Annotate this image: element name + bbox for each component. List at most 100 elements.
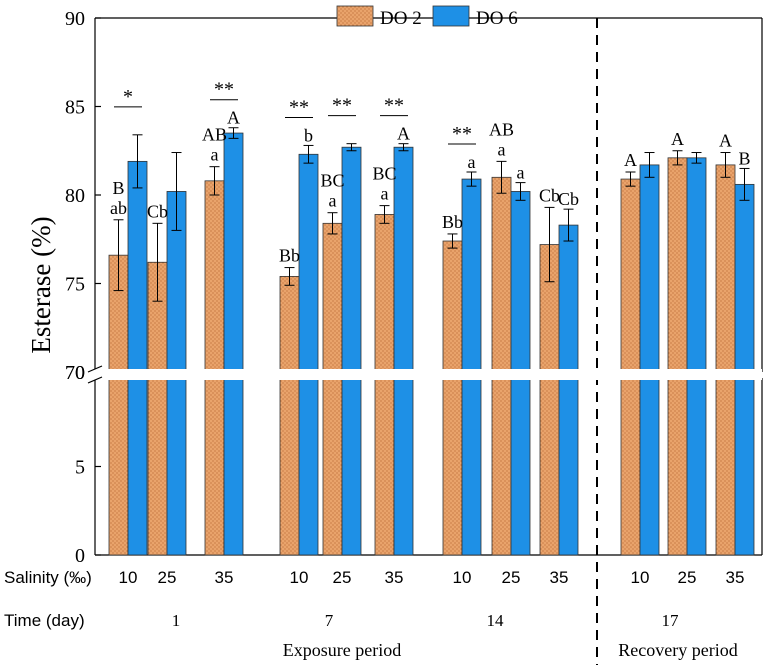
bar-do6	[461, 178, 482, 373]
axis-break-mark	[87, 365, 103, 373]
y-tick-label: 0	[75, 545, 85, 567]
bar-do6	[510, 191, 531, 373]
bar-label-do2: A	[624, 150, 637, 170]
bar-label-do2-lower: a	[211, 145, 219, 165]
bar-do6-lower	[461, 377, 482, 556]
salinity-label: 10	[119, 568, 138, 587]
bar-do2	[667, 157, 688, 373]
bar-label-do6: b	[304, 125, 313, 145]
bar-label-do2: AB	[202, 125, 227, 145]
bar-label-do6: B	[738, 148, 750, 168]
bar-do6-lower	[298, 377, 319, 556]
bar-do6-lower	[639, 377, 660, 556]
salinity-label: 25	[158, 568, 177, 587]
bar-label-do6: a	[468, 152, 476, 172]
y-axis-title: Esterase (%)	[26, 216, 56, 353]
bar-do2	[279, 276, 300, 373]
bar-do2-lower	[715, 377, 736, 556]
bar-do2	[322, 222, 343, 373]
y-tick-label: 85	[65, 97, 85, 119]
bar-label-do2: AB	[489, 119, 514, 139]
bar-do2	[620, 178, 641, 373]
day-label: 7	[325, 611, 334, 630]
bar-label-do2: A	[671, 129, 684, 149]
salinity-label: 25	[333, 568, 352, 587]
bar-label-do6: Cb	[558, 189, 579, 209]
bar-do2-lower	[374, 377, 395, 556]
bar-do2-lower	[442, 377, 463, 556]
bar-do6	[298, 153, 319, 373]
significance-marker: **	[214, 79, 234, 101]
bar-do6-lower	[166, 377, 187, 556]
bar-label-do2: BC	[320, 171, 344, 191]
bar-do6	[686, 157, 707, 373]
time-row-label: Time (day)	[4, 611, 85, 630]
day-label: 17	[662, 611, 680, 630]
significance-marker: **	[332, 95, 352, 117]
bar-do6-lower	[510, 377, 531, 556]
bar-label-do6: a	[517, 163, 525, 183]
bar-label-do2-lower: a	[329, 191, 337, 211]
salinity-label: 10	[631, 568, 650, 587]
bar-label-do2: Bb	[279, 246, 300, 266]
bar-do6-lower	[734, 377, 755, 556]
bar-label-do2: BC	[372, 164, 396, 184]
salinity-label: 25	[678, 568, 697, 587]
bar-do2-lower	[147, 377, 168, 556]
day-label: 1	[172, 611, 181, 630]
bar-label-do6: A	[397, 124, 410, 144]
salinity-label: 10	[290, 568, 309, 587]
salinity-label: 35	[215, 568, 234, 587]
bar-label-do2-lower: a	[381, 184, 389, 204]
bar-label-do2: A	[719, 131, 732, 151]
y-tick-label-70: 70	[65, 362, 85, 384]
bar-do2-lower	[620, 377, 641, 556]
y-tick-label: 90	[65, 8, 85, 30]
salinity-label: 25	[502, 568, 521, 587]
exposure-period-label: Exposure period	[283, 640, 401, 660]
day-label: 14	[487, 611, 505, 630]
bar-do6	[341, 146, 362, 373]
salinity-row-label: Salinity (‰)	[4, 568, 92, 587]
bar-do2	[715, 164, 736, 373]
bar-do2	[204, 180, 225, 373]
salinity-label: 35	[726, 568, 745, 587]
legend-label-do6: DO 6	[476, 8, 518, 29]
bar-label-do2: Bb	[442, 212, 463, 232]
bar-do2-lower	[279, 377, 300, 556]
y-tick-label: 70	[65, 362, 85, 384]
bar-do2-lower	[108, 377, 129, 556]
significance-marker: **	[452, 123, 472, 145]
bar-label-do2: Cb	[147, 201, 168, 221]
salinity-label: 10	[453, 568, 472, 587]
legend-label-do2: DO 2	[380, 8, 422, 29]
legend-swatch-do6	[432, 5, 470, 27]
salinity-label: 35	[550, 568, 569, 587]
legend-swatch-do2	[336, 5, 374, 27]
bar-do2-lower	[322, 377, 343, 556]
y-tick-label: 80	[65, 185, 85, 207]
significance-marker: *	[123, 86, 133, 108]
bar-do6-lower	[341, 377, 362, 556]
bar-label-do2: Cb	[539, 185, 560, 205]
bar-do6	[734, 183, 755, 373]
bar-do6	[639, 164, 660, 373]
bar-do2	[442, 240, 463, 373]
bar-label-do2-lower: a	[498, 139, 506, 159]
bar-do2	[374, 214, 395, 373]
bar-do6	[127, 160, 148, 373]
bar-do6-lower	[558, 377, 579, 556]
bar-label-do6: A	[227, 108, 240, 128]
y-tick-label: 75	[65, 274, 85, 296]
bar-do6-lower	[686, 377, 707, 556]
bar-do2-lower	[491, 377, 512, 556]
axis-break-mark	[87, 376, 103, 384]
bar-do6-lower	[127, 377, 148, 556]
salinity-label: 35	[385, 568, 404, 587]
bar-label-do2-lower: ab	[110, 198, 127, 218]
bar-do2-lower	[204, 377, 225, 556]
bar-do6	[558, 224, 579, 373]
bar-do2-lower	[667, 377, 688, 556]
